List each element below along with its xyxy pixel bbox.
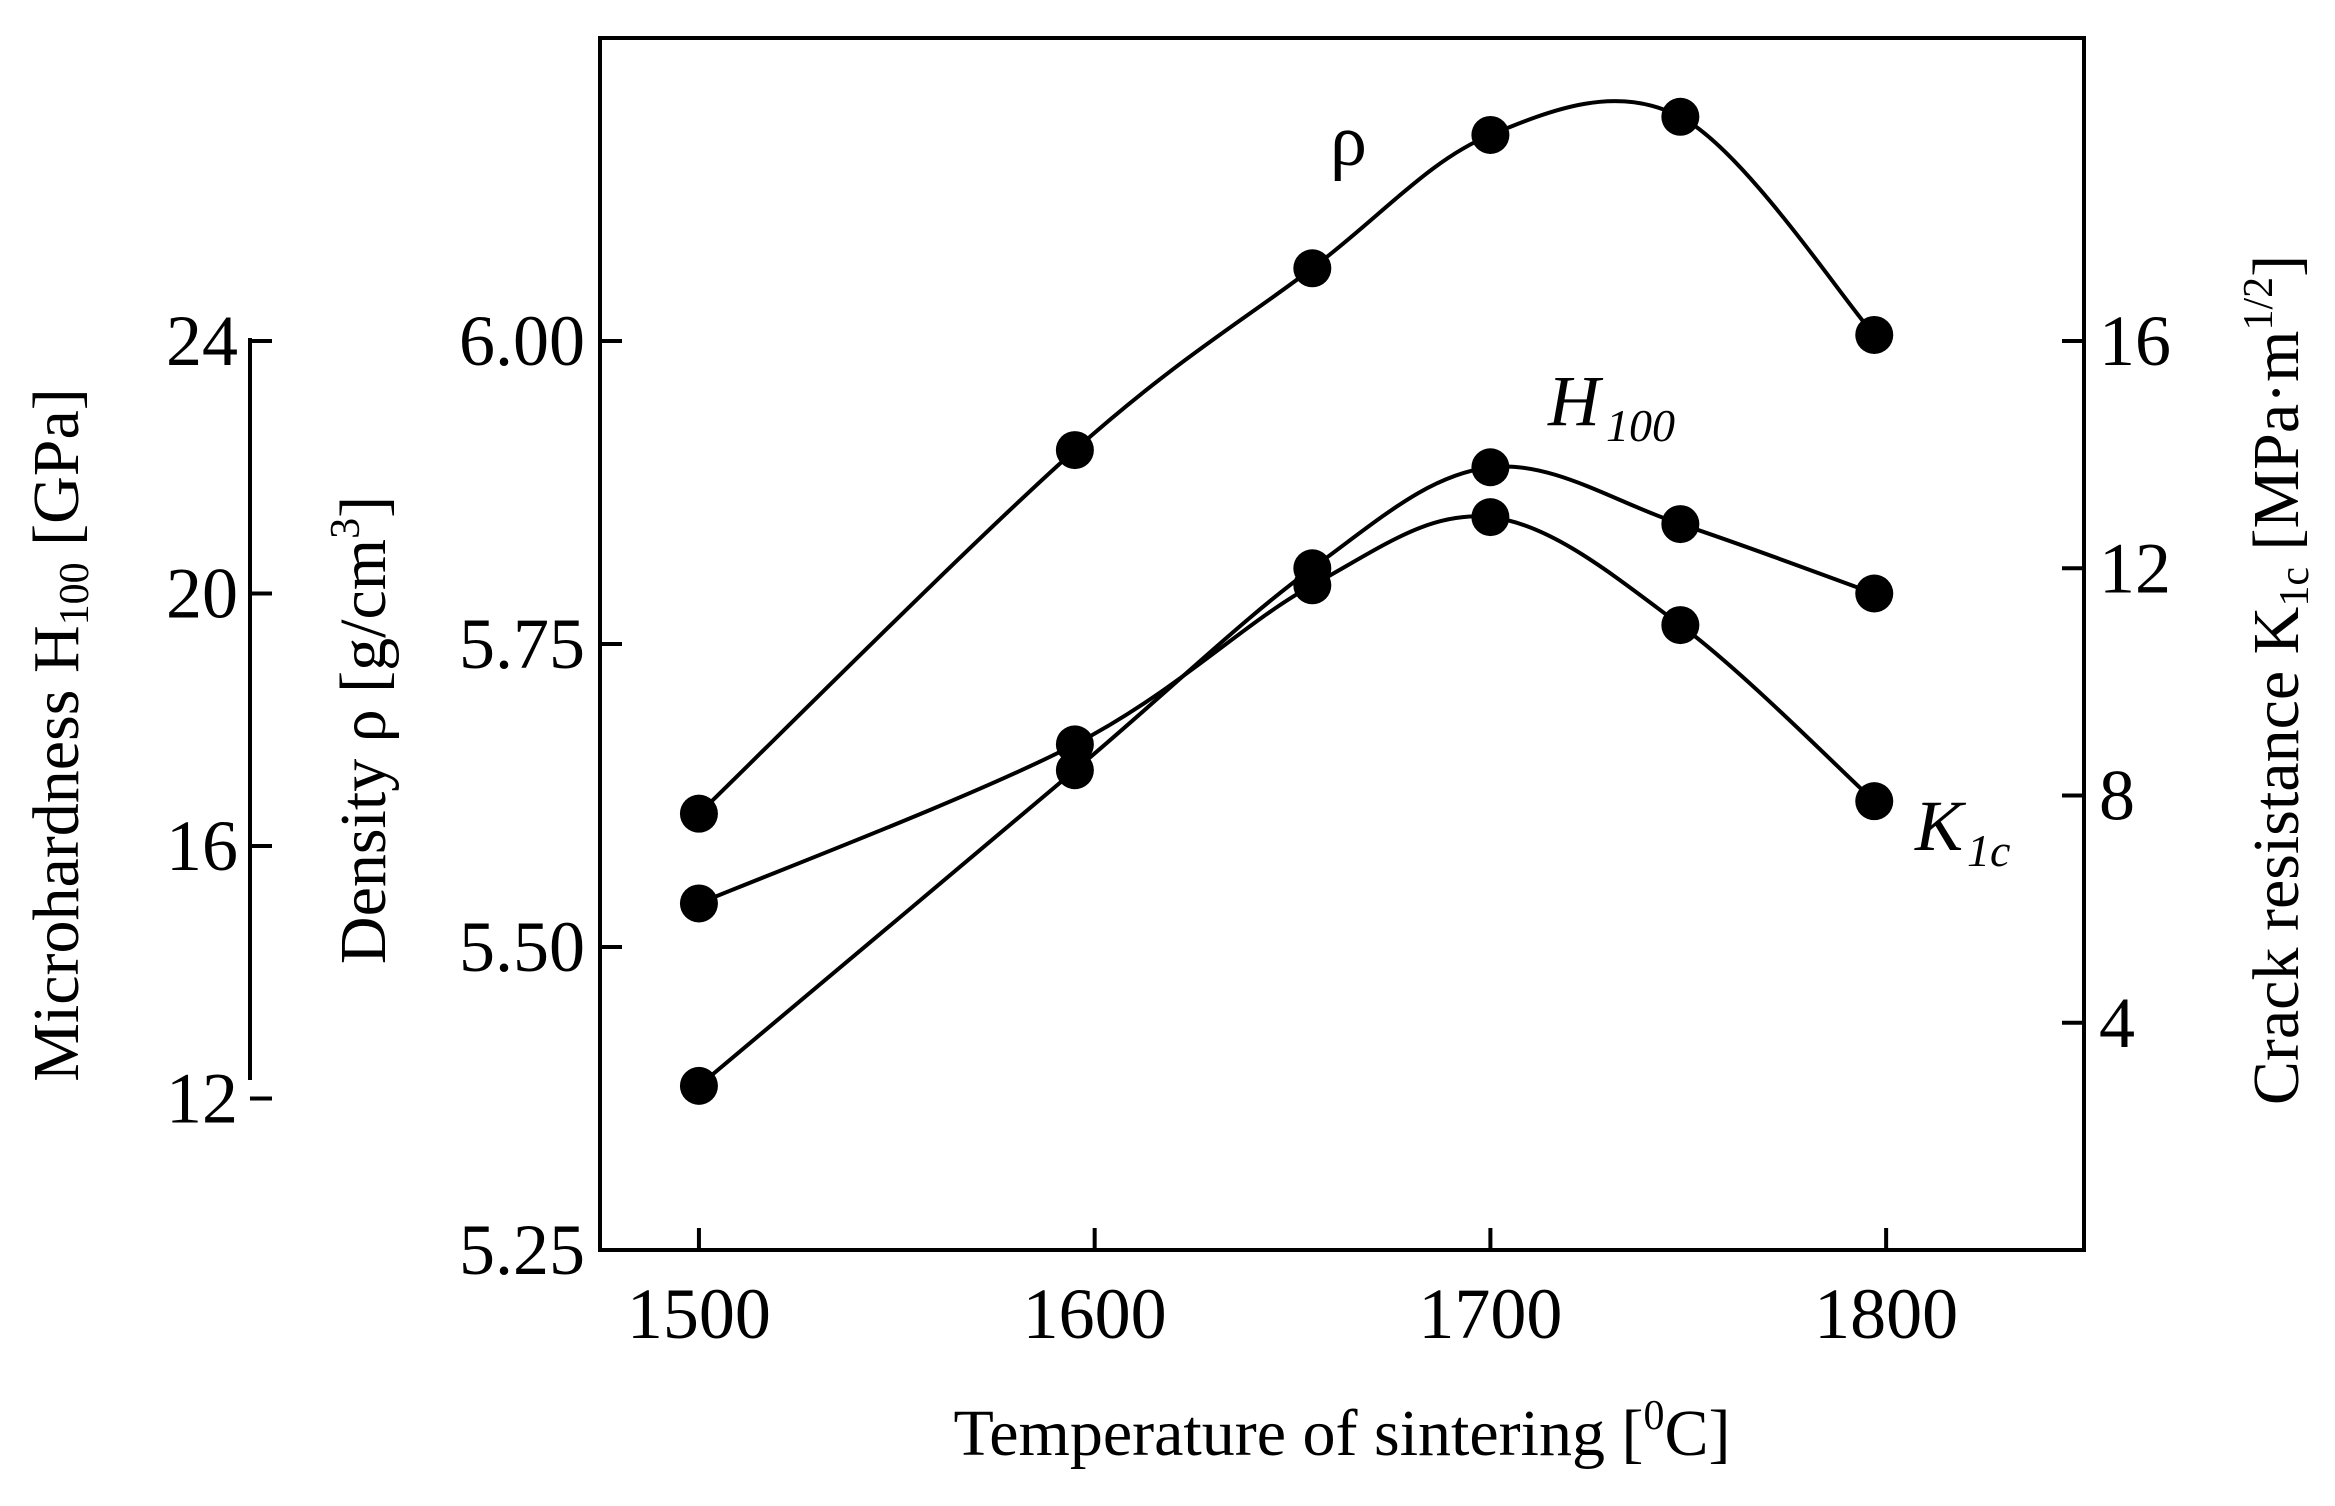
x-tick-label-1: 1600 <box>1023 1274 1167 1354</box>
hardness-title-post: [GPa] <box>20 388 93 562</box>
crack-title-sup: 1/2 <box>2236 277 2282 331</box>
plot-frame <box>598 36 2086 1252</box>
point-rho-2 <box>1293 249 1332 288</box>
x-axis-title-pre: Temperature of sintering [ <box>954 1397 1644 1470</box>
hardness-tick-label-0: 12 <box>166 1059 238 1139</box>
density-tick-label-2: 5.75 <box>459 604 585 684</box>
series-label-h100: H 100 <box>1547 361 1675 451</box>
hardness-tick-label-1: 16 <box>166 806 238 886</box>
x-tick-label-3: 1800 <box>1814 1274 1958 1354</box>
density-tick-label-0: 5.25 <box>459 1210 585 1290</box>
point-k1c-3 <box>1471 498 1510 537</box>
density-title-post: ] <box>327 496 400 518</box>
series-line-rho <box>697 99 1876 816</box>
point-rho-4 <box>1661 97 1700 136</box>
x-axis-title-sup: 0 <box>1643 1393 1664 1439</box>
series-line-h100 <box>697 464 1875 1088</box>
y-axis-title-hardness: Microhardness H100 [GPa] <box>20 388 98 1082</box>
x-axis-title: Temperature of sintering [0C] <box>954 1393 1731 1470</box>
crack-title-pre: Crack resistance K <box>2240 607 2313 1105</box>
point-rho-0 <box>679 794 718 833</box>
x-tick-label-2: 1700 <box>1418 1274 1562 1354</box>
series-line-k1c <box>698 514 1876 906</box>
hardness-tick-label-2: 20 <box>166 554 238 634</box>
density-title-pre: Density ρ [g/cm <box>327 539 400 964</box>
series-label-h100-main: H <box>1547 361 1604 441</box>
density-tick-label-1: 5.50 <box>459 907 585 987</box>
crack-tick-label-1: 8 <box>2099 756 2135 836</box>
x-axis-title-post: C] <box>1664 1397 1730 1470</box>
point-k1c-2 <box>1293 566 1332 605</box>
point-k1c-5 <box>1855 782 1894 821</box>
point-rho-5 <box>1855 315 1894 354</box>
y-axis-title-density: Density ρ [g/cm3] <box>323 496 400 964</box>
crack-title-sub: 1c <box>2272 567 2318 607</box>
crack-title-post: ] <box>2240 255 2313 277</box>
hardness-title-pre: Microhardness H <box>20 625 93 1081</box>
series-label-k1c: K1c <box>1914 786 2010 876</box>
crack-tick-label-0: 4 <box>2099 983 2135 1063</box>
point-h100-5 <box>1855 574 1894 613</box>
hardness-tick-label-3: 24 <box>166 301 238 381</box>
point-k1c-0 <box>679 884 718 923</box>
point-k1c-4 <box>1661 606 1700 645</box>
point-h100-0 <box>679 1066 718 1105</box>
crack-tick-label-2: 12 <box>2099 528 2171 608</box>
crack-title-mid: [MPa·m <box>2240 331 2313 567</box>
density-title-sup: 3 <box>323 518 369 539</box>
point-h100-4 <box>1661 505 1700 544</box>
series-label-k1c-main: K <box>1914 786 1967 866</box>
point-rho-3 <box>1471 115 1510 154</box>
point-rho-1 <box>1055 431 1094 470</box>
series-label-rho: ρ <box>1330 100 1367 182</box>
point-k1c-1 <box>1055 725 1094 764</box>
point-h100-3 <box>1471 448 1510 487</box>
density-tick-label-3: 6.00 <box>459 301 585 381</box>
series-label-h100-sub: 100 <box>1606 400 1675 451</box>
hardness-title-sub: 100 <box>52 562 98 625</box>
series-label-k1c-sub: 1c <box>1967 825 2010 876</box>
crack-tick-label-3: 16 <box>2099 301 2171 381</box>
y-axis-title-crack: Crack resistance K1c [MPa·m1/2] <box>2236 255 2318 1105</box>
x-tick-label-0: 1500 <box>627 1274 771 1354</box>
